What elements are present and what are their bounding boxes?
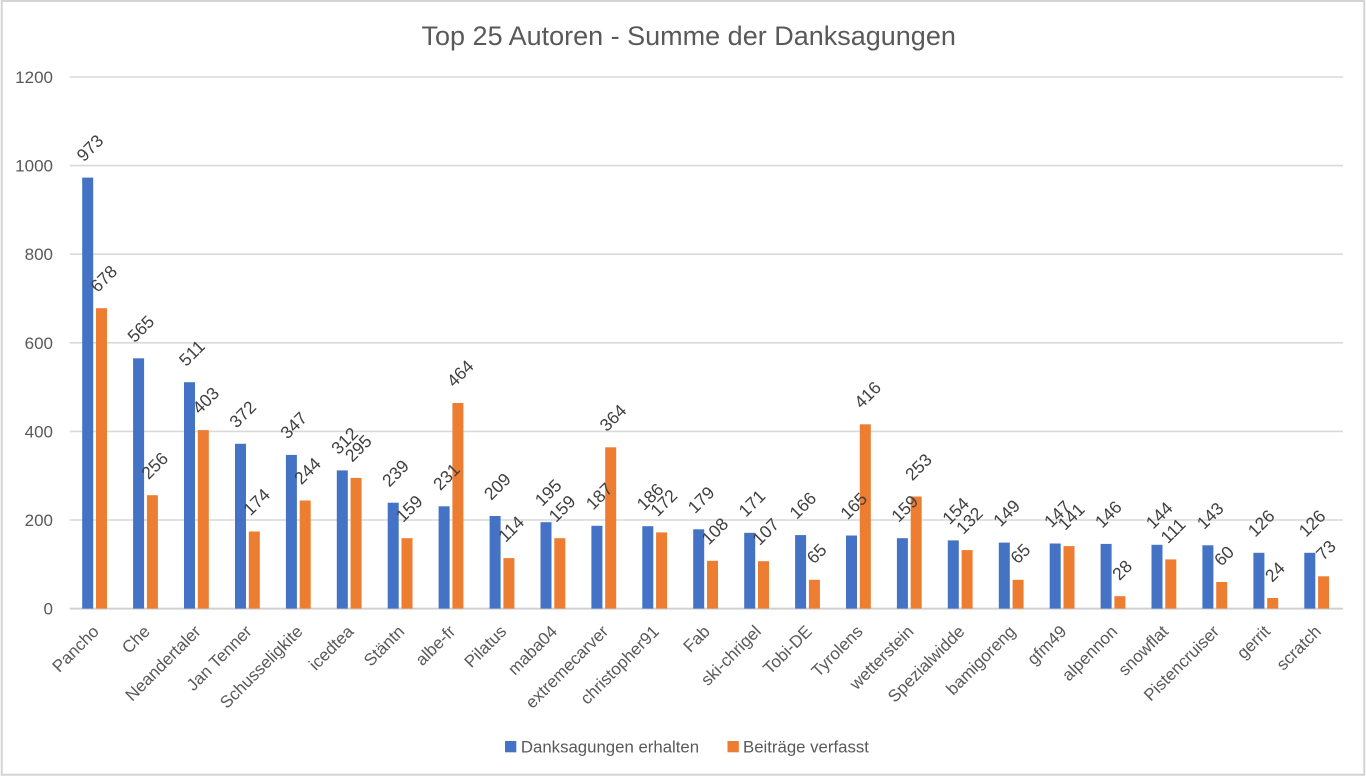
svg-text:400: 400 [25, 422, 53, 441]
svg-text:0: 0 [44, 600, 53, 619]
svg-text:800: 800 [25, 245, 53, 264]
svg-text:1000: 1000 [15, 157, 53, 176]
svg-text:Danksagungen erhalten: Danksagungen erhalten [521, 737, 699, 756]
svg-text:600: 600 [25, 334, 53, 353]
svg-text:200: 200 [25, 511, 53, 530]
svg-text:Top 25 Autoren - Summe der Dan: Top 25 Autoren - Summe der Danksagungen [422, 21, 956, 51]
svg-text:1200: 1200 [15, 68, 53, 87]
svg-text:Beiträge verfasst: Beiträge verfasst [743, 737, 869, 756]
